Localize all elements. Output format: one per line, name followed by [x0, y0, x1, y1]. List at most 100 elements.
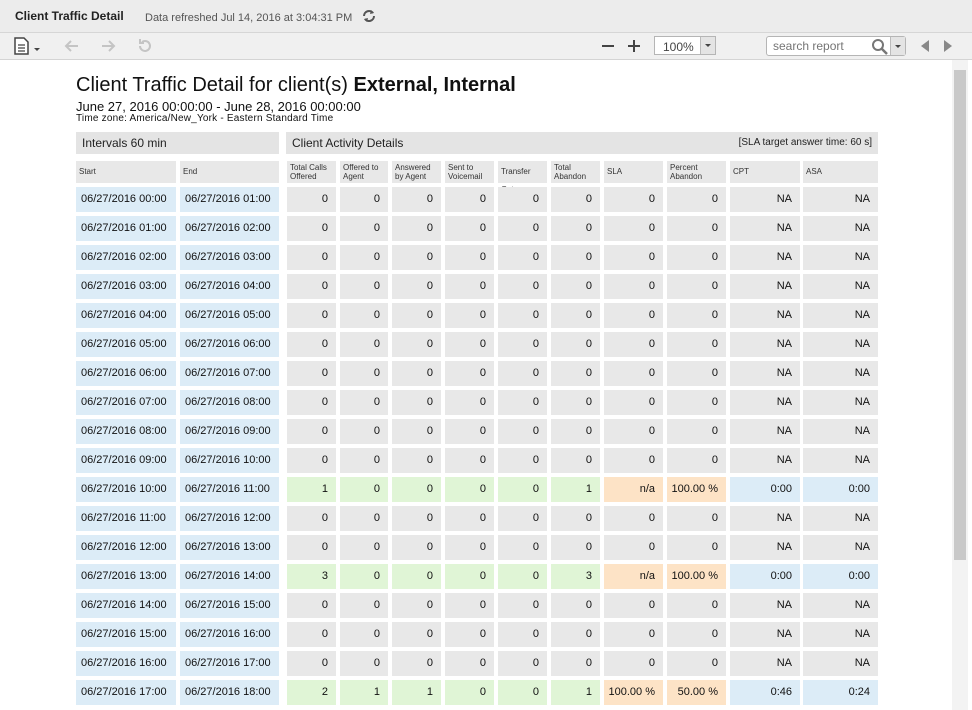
column-header: Total Calls Offered [287, 161, 336, 183]
chevron-down-icon [705, 44, 711, 47]
table-cell: NA [803, 390, 878, 415]
search-icon[interactable] [871, 38, 889, 55]
table-cell: 0 [604, 593, 663, 618]
table-cell: 0 [445, 477, 494, 502]
table-cell: 0 [392, 564, 441, 589]
export-icon[interactable] [12, 37, 42, 55]
table-cell: 06/27/2016 08:00 [76, 419, 176, 444]
sla-target: [SLA target answer time: 60 s] [738, 137, 872, 148]
table-cell: 0 [551, 216, 600, 241]
table-cell: 0 [340, 651, 388, 676]
table-cell: 0 [604, 245, 663, 270]
table-cell: 1 [340, 680, 388, 705]
table-cell: 06/27/2016 13:00 [180, 535, 279, 560]
table-cell: 0 [604, 506, 663, 531]
table-cell: 0 [498, 303, 547, 328]
table-cell: 0 [604, 535, 663, 560]
zoom-out-icon[interactable] [600, 37, 616, 55]
table-cell: 0 [604, 361, 663, 386]
report-timezone: Time zone: America/New_York - Eastern St… [76, 113, 334, 124]
table-cell: 0 [340, 303, 388, 328]
table-cell: 0 [340, 564, 388, 589]
reset-icon[interactable] [135, 37, 155, 55]
table-cell: 0 [551, 506, 600, 531]
table-cell: 0 [340, 477, 388, 502]
table-cell: 0 [551, 622, 600, 647]
table-cell: 0 [667, 332, 726, 357]
table-cell: 0 [604, 390, 663, 415]
table-cell: 0 [604, 216, 663, 241]
vertical-scrollbar[interactable] [952, 60, 968, 710]
column-header: Offered to Agent [340, 161, 388, 183]
zoom-value: 100% [663, 40, 694, 54]
search-options-dropdown[interactable] [890, 37, 905, 55]
table-cell: 0 [392, 332, 441, 357]
activity-label: Client Activity Details [292, 136, 404, 150]
table-cell: 06/27/2016 01:00 [180, 187, 279, 212]
table-cell: 06/27/2016 15:00 [76, 622, 176, 647]
table-cell: 0 [498, 419, 547, 444]
column-header: End [180, 161, 279, 183]
table-cell: 0 [498, 390, 547, 415]
table-cell: 0 [667, 535, 726, 560]
table-cell: 0 [498, 651, 547, 676]
table-cell: 0 [551, 274, 600, 299]
next-icon[interactable] [940, 37, 956, 55]
table-cell: NA [730, 390, 800, 415]
table-cell: 06/27/2016 16:00 [180, 622, 279, 647]
table-cell: 0 [340, 419, 388, 444]
report-title: Client Traffic Detail for client(s) Exte… [76, 74, 516, 97]
zoom-select[interactable]: 100% [654, 36, 716, 55]
table-cell: NA [803, 216, 878, 241]
table-cell: 0 [498, 622, 547, 647]
table-cell: 0 [287, 187, 336, 212]
table-cell: 0 [340, 593, 388, 618]
table-cell: 0 [498, 593, 547, 618]
table-cell: 0 [551, 419, 600, 444]
table-cell: 06/27/2016 03:00 [180, 245, 279, 270]
table-cell: 0 [445, 535, 494, 560]
table-cell: 0 [667, 216, 726, 241]
undo-icon[interactable] [62, 37, 82, 55]
table-cell: 0 [392, 506, 441, 531]
table-cell: 0 [287, 506, 336, 531]
zoom-in-icon[interactable] [626, 37, 642, 55]
table-cell: 0 [445, 448, 494, 473]
table-cell: 06/27/2016 06:00 [76, 361, 176, 386]
zoom-dropdown[interactable] [700, 37, 715, 54]
table-cell: 0 [604, 274, 663, 299]
table-cell: 0 [667, 361, 726, 386]
table-cell: 06/27/2016 09:00 [76, 448, 176, 473]
table-cell: 0 [340, 535, 388, 560]
refresh-icon[interactable] [360, 7, 378, 25]
table-cell: NA [803, 535, 878, 560]
table-cell: 0 [340, 216, 388, 241]
table-cell: 0 [287, 361, 336, 386]
table-cell: NA [803, 651, 878, 676]
table-cell: 100.00 % [667, 564, 726, 589]
table-cell: 0 [667, 274, 726, 299]
prev-icon[interactable] [917, 37, 933, 55]
table-cell: 0 [287, 651, 336, 676]
search-box[interactable] [766, 36, 906, 56]
table-cell: NA [730, 535, 800, 560]
table-cell: 0 [340, 187, 388, 212]
table-cell: 0 [551, 651, 600, 676]
table-cell: NA [730, 187, 800, 212]
toolbar: 100% [0, 33, 972, 60]
scrollbar-thumb[interactable] [954, 70, 966, 560]
redo-icon[interactable] [98, 37, 118, 55]
table-cell: 0 [551, 593, 600, 618]
table-cell: 0 [287, 332, 336, 357]
table-cell: 1 [551, 680, 600, 705]
table-cell: 0 [498, 564, 547, 589]
search-input[interactable] [773, 39, 868, 53]
table-cell: NA [803, 448, 878, 473]
table-cell: NA [803, 506, 878, 531]
table-cell: 0 [498, 187, 547, 212]
table-cell: NA [730, 593, 800, 618]
table-cell: 0:00 [730, 477, 800, 502]
table-cell: 0 [445, 622, 494, 647]
table-cell: 0 [340, 332, 388, 357]
activity-header: Client Activity Details [SLA target answ… [286, 132, 878, 154]
